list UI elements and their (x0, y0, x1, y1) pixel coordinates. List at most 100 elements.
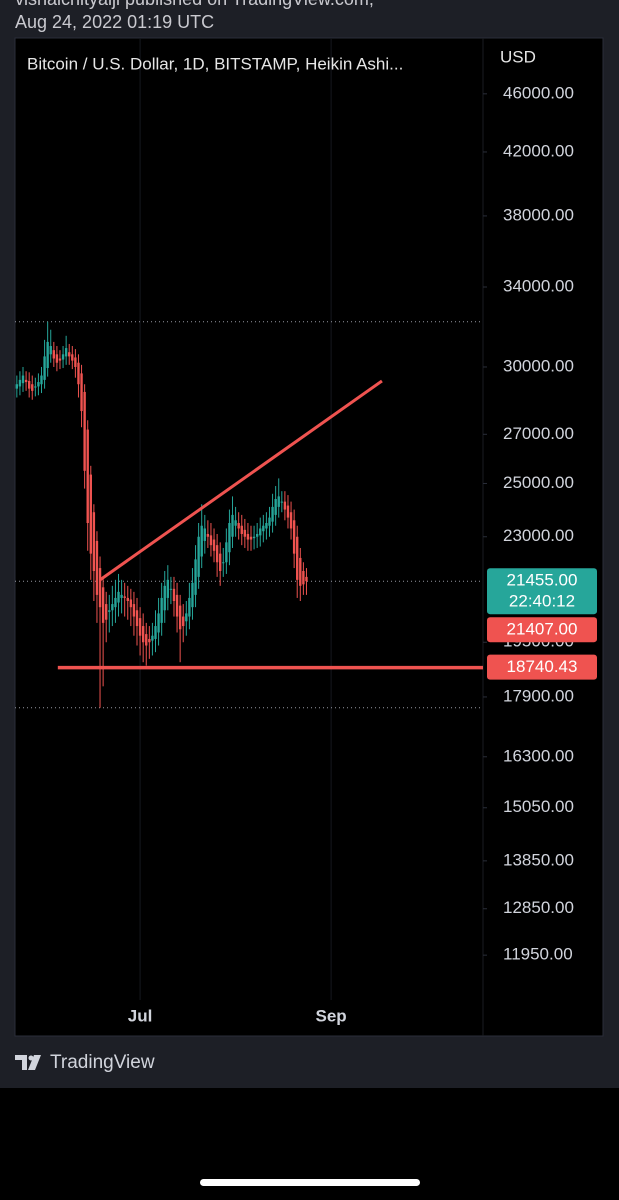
candle-body (40, 375, 43, 385)
candle-body (61, 354, 65, 360)
candle-body (24, 379, 28, 383)
y-tick-label: 42000.00 (503, 141, 574, 160)
publish-date: Aug 24, 2022 01:19 UTC (15, 12, 214, 32)
candle-body (71, 354, 74, 361)
price-label: 18740.43 (507, 657, 578, 676)
candle-body (252, 536, 256, 539)
y-tick-label: 46000.00 (503, 83, 574, 102)
y-tick-label: 11950.00 (503, 945, 573, 964)
logo-dot (28, 1055, 34, 1061)
candle-body (203, 528, 206, 541)
candle-body (37, 382, 40, 387)
candle-body (225, 542, 228, 563)
y-tick-label: 16300.00 (503, 746, 574, 765)
candle-body (68, 352, 71, 357)
candle-body (129, 599, 133, 608)
candle-body (111, 604, 114, 611)
candle-body (172, 588, 176, 602)
candle-body (265, 523, 268, 529)
y-tick-label: 38000.00 (503, 205, 574, 224)
y-tick-label: 34000.00 (503, 276, 574, 295)
candle-body (46, 341, 49, 369)
candle-body (262, 525, 265, 532)
candle-body (197, 536, 200, 577)
plot (15, 38, 483, 1000)
candle-body (55, 354, 59, 363)
candle-body (182, 616, 185, 627)
candle-body (209, 535, 213, 546)
price-label-box (487, 617, 597, 643)
candle-body (228, 523, 231, 553)
candle-body (92, 512, 96, 571)
candle-body (218, 553, 222, 571)
candle-body (246, 533, 250, 540)
candle-body (215, 545, 219, 563)
candle-body (212, 539, 216, 551)
y-tick-label: 17900.00 (503, 686, 574, 705)
candle-body (268, 517, 271, 526)
y-tick-label: 30000.00 (503, 356, 574, 375)
candle-body (154, 626, 157, 639)
candle-body (277, 496, 280, 507)
candle-body (58, 358, 62, 361)
candle-body (15, 384, 19, 389)
candle-body (74, 357, 77, 367)
candle-body (43, 356, 46, 380)
candle-body (302, 570, 305, 585)
y-tick-label: 27000.00 (503, 424, 574, 443)
price-label: 21455.00 (507, 571, 578, 590)
candle-body (98, 568, 102, 608)
candle-body (222, 562, 225, 564)
y-tick-label: 25000.00 (503, 473, 574, 492)
candle-body (274, 498, 277, 515)
candle-body (231, 514, 234, 537)
candle-body (255, 533, 259, 537)
candle-body (126, 597, 129, 602)
candle-body (138, 618, 142, 636)
candle-body (280, 501, 284, 503)
candle-body (117, 591, 120, 603)
candle-body (132, 604, 136, 617)
candle-body (89, 474, 92, 554)
candle-body (151, 635, 154, 641)
candle-body (34, 386, 37, 388)
candle-body (114, 597, 117, 608)
candle-body (141, 626, 145, 643)
candle-body (237, 523, 240, 529)
candle-body (200, 525, 203, 557)
chart-panel (14, 37, 604, 1037)
candle-body (292, 520, 296, 554)
price-label-box (487, 568, 597, 615)
candle-body (86, 429, 89, 524)
candle-body (175, 594, 179, 617)
y-tick-label: 13850.00 (503, 850, 574, 869)
candle-body (27, 380, 31, 389)
candle-body (305, 576, 308, 582)
candle-body (259, 528, 262, 536)
candle-body (191, 582, 194, 608)
candle-body (21, 375, 25, 384)
currency: USD (500, 47, 536, 66)
candle-body (249, 536, 253, 540)
candle-body (123, 596, 126, 598)
candle-body (286, 505, 290, 518)
candle-body (240, 525, 243, 534)
candle-body (148, 638, 151, 643)
y-tick-label: 23000.00 (503, 526, 574, 545)
chart-title: Bitcoin / U.S. Dollar, 1D, BITSTAMP, Hei… (27, 54, 403, 73)
candle-body (166, 579, 170, 598)
candle-body (299, 557, 302, 586)
price-label-box (487, 654, 597, 680)
x-tick-label: Sep (316, 1006, 347, 1025)
candle-body (108, 610, 111, 612)
logo-icon (15, 1055, 41, 1070)
price-label: 21407.00 (507, 620, 578, 639)
trend-line (99, 379, 383, 582)
candle-body (64, 348, 68, 357)
candle-body (243, 529, 247, 537)
candle-body (83, 391, 86, 471)
candle-body (120, 594, 123, 598)
y-tick-label: 15050.00 (503, 797, 574, 816)
candle-body (104, 604, 108, 620)
candle-body (95, 540, 99, 595)
